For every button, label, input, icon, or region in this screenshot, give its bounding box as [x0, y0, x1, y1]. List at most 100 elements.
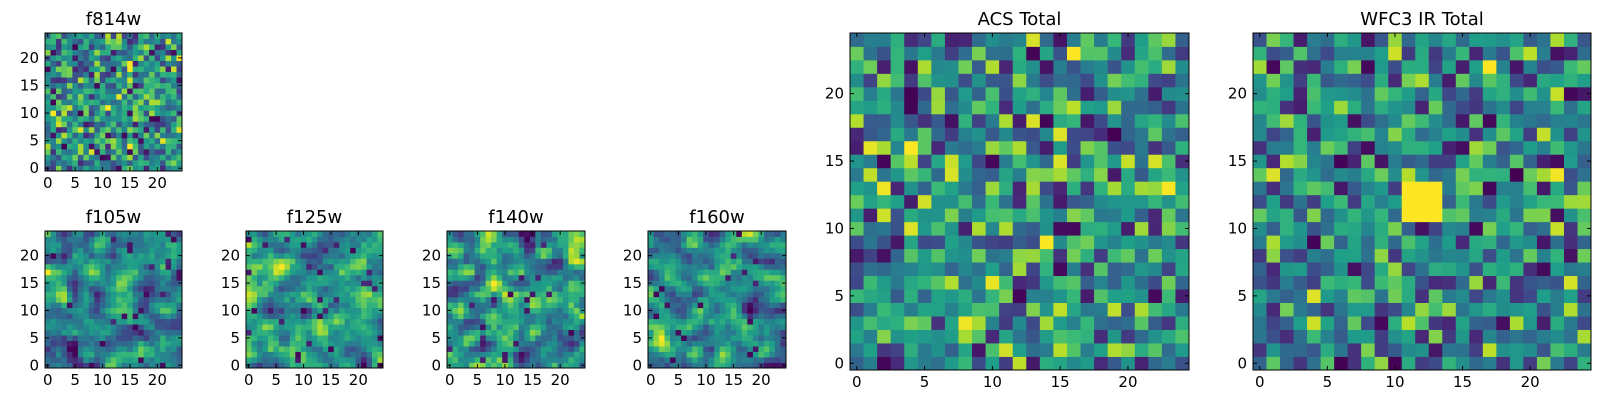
heatmap-cell — [780, 285, 787, 292]
heatmap-cell — [692, 274, 699, 281]
heatmap-cell — [110, 71, 117, 78]
heatmap-cell — [116, 340, 123, 347]
heatmap-cell — [138, 263, 145, 270]
heatmap-cell — [1536, 356, 1551, 371]
heatmap-cell — [165, 159, 172, 166]
heatmap-cell — [88, 49, 95, 56]
heatmap-cell — [458, 285, 464, 292]
heatmap-cell — [83, 231, 90, 237]
heatmap-cell — [127, 55, 134, 61]
heatmap-cell — [306, 329, 313, 336]
heatmap-cell — [289, 313, 296, 320]
heatmap-cell — [1175, 100, 1190, 115]
heatmap-cell — [116, 258, 123, 265]
heatmap-cell — [719, 362, 726, 369]
heatmap-cell — [1175, 46, 1190, 61]
heatmap-cell — [999, 167, 1014, 182]
heatmap-cell — [850, 275, 864, 290]
heatmap-cell — [1469, 302, 1484, 317]
heatmap-cell — [774, 258, 781, 265]
heatmap-cell — [491, 313, 498, 320]
heatmap-cell — [670, 280, 676, 287]
heatmap-cell — [267, 357, 274, 363]
heatmap-cell — [562, 340, 569, 347]
heatmap-cell — [458, 307, 464, 314]
heatmap-cell — [747, 231, 754, 237]
heatmap-cell — [1175, 33, 1190, 47]
heatmap-cell — [491, 263, 498, 270]
heatmap-cell — [524, 307, 531, 314]
heatmap-cell — [763, 241, 770, 248]
heatmap-cell — [703, 269, 710, 276]
x-tick-label: 5 — [271, 371, 281, 389]
heatmap-cell — [1121, 208, 1136, 223]
heatmap-cell — [317, 280, 324, 287]
heatmap-cell — [154, 55, 161, 61]
heatmap-cell — [877, 100, 892, 115]
heatmap-cell — [730, 340, 737, 347]
heatmap-cell — [1121, 275, 1136, 290]
heatmap-cell — [355, 263, 362, 270]
heatmap-cell — [328, 247, 335, 254]
heatmap-cell — [50, 346, 57, 352]
heatmap-cell — [719, 318, 726, 325]
heatmap-cell — [1374, 113, 1389, 128]
x-tick-label: 0 — [244, 371, 254, 389]
heatmap-cell — [944, 343, 959, 357]
heatmap-cell — [904, 302, 919, 317]
heatmap-cell — [1374, 46, 1389, 61]
heatmap-cell — [480, 357, 487, 363]
panel-title: f160w — [689, 207, 744, 228]
heatmap-cell — [692, 318, 699, 325]
heatmap-cell — [1026, 302, 1041, 317]
heatmap-cell — [850, 221, 864, 236]
heatmap-cell — [659, 324, 665, 331]
heatmap-cell — [736, 335, 743, 341]
heatmap-cell — [1121, 262, 1136, 277]
heatmap-cell — [138, 313, 145, 320]
heatmap-cell — [1066, 86, 1081, 101]
heatmap-cell — [1053, 262, 1068, 277]
heatmap-cell — [524, 247, 531, 254]
heatmap-cell — [251, 318, 258, 325]
heatmap-cell — [513, 263, 520, 270]
heatmap-cell — [675, 346, 682, 352]
x-tick-label: 10 — [93, 174, 112, 192]
heatmap-cell — [72, 93, 79, 100]
heatmap-cell — [344, 280, 351, 287]
heatmap-cell — [1388, 208, 1403, 223]
heatmap-cell — [273, 357, 280, 363]
heatmap-cell — [1442, 127, 1457, 142]
heatmap-cell — [121, 115, 128, 122]
heatmap-cell — [1428, 127, 1443, 142]
heatmap-cell — [708, 274, 715, 281]
heatmap-cell — [116, 38, 123, 45]
heatmap-cell — [1482, 181, 1497, 196]
heatmap-cell — [311, 318, 318, 325]
heatmap-cell — [573, 351, 580, 358]
heatmap-cell — [1469, 262, 1484, 277]
heatmap-cell — [480, 280, 487, 287]
heatmap-cell — [999, 329, 1014, 344]
heatmap-cell — [1334, 248, 1349, 263]
heatmap-cell — [110, 280, 117, 287]
heatmap-cell — [1307, 329, 1321, 344]
heatmap-cell — [317, 313, 324, 320]
heatmap-cell — [708, 285, 715, 292]
heatmap-cell — [568, 335, 575, 341]
heatmap-cell — [985, 127, 1000, 142]
heatmap-cell — [752, 247, 759, 254]
heatmap-cell — [121, 126, 128, 133]
heatmap-cell — [55, 99, 62, 106]
heatmap-cell — [160, 329, 166, 336]
heatmap-cell — [1175, 181, 1190, 196]
heatmap-cell — [535, 313, 542, 320]
heatmap-cell — [171, 55, 177, 61]
heatmap-cell — [344, 291, 351, 298]
heatmap-cell — [176, 38, 183, 45]
heatmap-cell — [1374, 100, 1389, 115]
heatmap-cell — [284, 258, 291, 265]
heatmap-cell — [61, 269, 68, 276]
heatmap-cell — [1428, 59, 1443, 74]
heatmap-cell — [45, 296, 51, 303]
